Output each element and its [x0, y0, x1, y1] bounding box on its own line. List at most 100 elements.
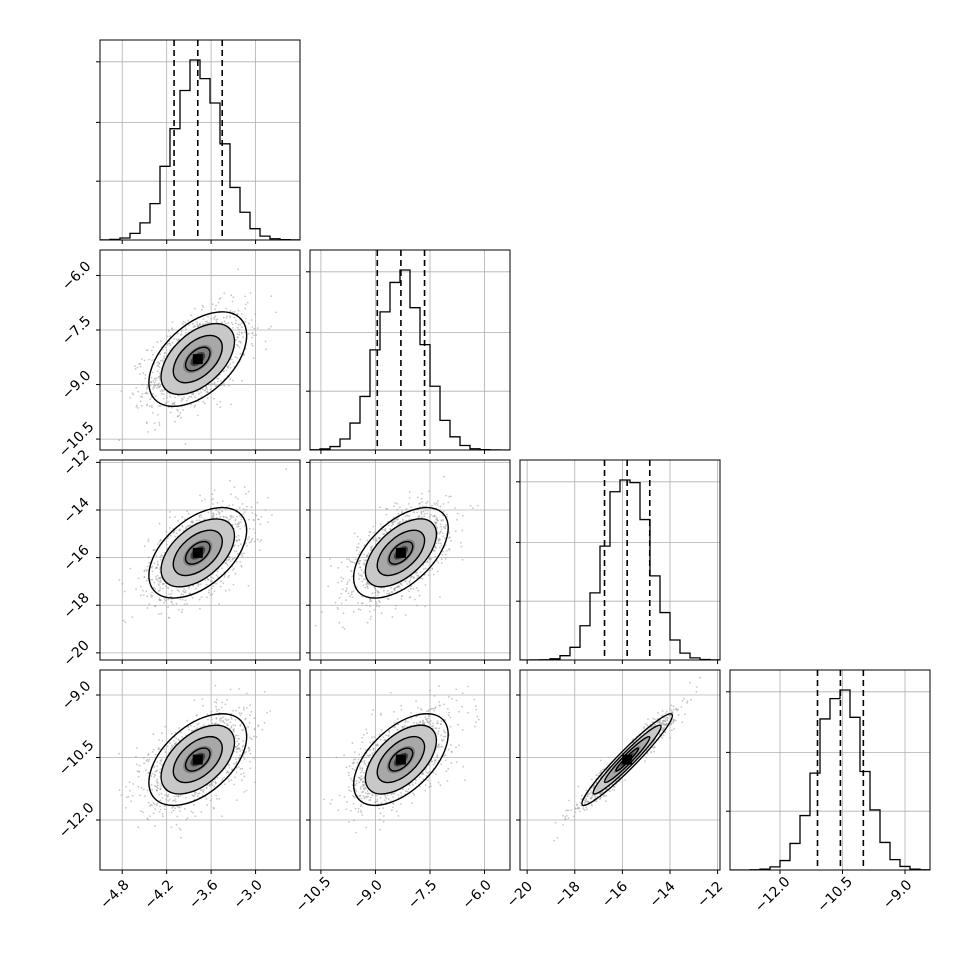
scatter-point — [172, 532, 175, 534]
scatter-point — [181, 608, 184, 611]
scatter-point — [164, 751, 167, 753]
scatter-point — [382, 736, 385, 739]
scatter-point — [240, 543, 242, 545]
scatter-point — [431, 725, 433, 727]
scatter-point — [445, 513, 448, 516]
scatter-point — [191, 596, 194, 599]
scatter-point — [184, 331, 187, 334]
scatter-point — [365, 765, 368, 767]
scatter-point — [359, 766, 361, 768]
scatter-point — [248, 527, 251, 530]
scatter-point — [236, 748, 239, 750]
scatter-point — [475, 721, 477, 724]
scatter-point — [425, 718, 428, 721]
scatter-point — [167, 616, 170, 619]
scatter-point — [379, 796, 382, 799]
contour-line — [364, 518, 438, 588]
scatter-point — [239, 724, 242, 727]
scatter-point — [185, 526, 188, 528]
scatter-point — [338, 621, 341, 624]
scatter-point — [225, 719, 228, 722]
scatter-point — [423, 722, 426, 724]
scatter-point — [391, 809, 393, 812]
scatter-point — [155, 566, 158, 569]
scatter-point — [124, 806, 127, 809]
scatter-point — [405, 790, 407, 793]
scatter-point — [177, 332, 179, 335]
scatter-point — [237, 545, 240, 547]
scatter-point — [428, 721, 431, 723]
scatter-point — [228, 589, 231, 591]
scatter-point — [160, 580, 162, 582]
scatter-point — [438, 727, 441, 730]
scatter-point — [407, 721, 409, 723]
scatter-point — [149, 578, 152, 581]
scatter-point — [362, 733, 365, 736]
scatter-point — [243, 525, 246, 528]
scatter-point — [376, 798, 379, 801]
scatter-point — [444, 557, 447, 560]
scatter-point — [149, 815, 151, 818]
scatter-point — [233, 783, 235, 786]
scatter-point — [152, 388, 155, 390]
scatter-point — [234, 719, 237, 721]
scatter-point — [348, 765, 351, 768]
scatter-point — [203, 402, 206, 405]
scatter-point — [392, 710, 395, 713]
scatter-point — [350, 561, 353, 563]
scatter-point — [361, 767, 364, 769]
scatter-point — [146, 595, 149, 598]
scatter-point — [144, 795, 146, 798]
scatter-point — [240, 779, 243, 781]
scatter-point — [418, 594, 421, 597]
scatter-point — [152, 353, 155, 356]
scatter-point — [366, 539, 369, 542]
scatter-point — [242, 739, 245, 742]
scatter-point — [200, 583, 202, 586]
scatter-point — [142, 811, 144, 814]
scatter-point — [226, 699, 229, 701]
scatter-point — [361, 580, 364, 583]
scatter-point — [241, 767, 244, 770]
scatter-point — [337, 809, 340, 812]
scatter-point — [338, 597, 341, 599]
scatter-point — [217, 510, 220, 513]
scatter-point — [165, 543, 168, 546]
scatter-point — [357, 542, 360, 545]
scatter-point — [210, 710, 213, 713]
scatter-point — [166, 395, 168, 397]
scatter-point — [159, 589, 161, 592]
scatter-point — [371, 713, 373, 716]
scatter-point — [147, 771, 150, 774]
scatter-point — [156, 560, 159, 563]
scatter-point — [171, 341, 174, 344]
scatter-point — [157, 386, 160, 389]
scatter-point — [192, 326, 195, 328]
scatter-point — [150, 381, 152, 383]
scatter-point — [158, 568, 161, 571]
scatter-point — [230, 725, 233, 728]
scatter-point — [340, 602, 343, 605]
scatter-point — [421, 501, 424, 503]
scatter-point — [211, 580, 213, 583]
scatter-point — [191, 322, 194, 325]
scatter-point — [383, 739, 386, 741]
scatter-point — [209, 799, 212, 802]
scatter-point — [144, 374, 147, 376]
scatter-point — [170, 732, 173, 735]
scatter-point — [363, 784, 366, 786]
panel-frame — [519, 459, 721, 661]
scatter-point — [374, 591, 377, 594]
scatter-point — [239, 767, 242, 770]
scatter-point — [234, 356, 237, 358]
scatter-point — [201, 499, 203, 502]
scatter-point — [441, 514, 444, 517]
scatter-point — [151, 750, 154, 753]
scatter-point — [410, 717, 413, 720]
scatter-point — [415, 700, 417, 702]
scatter-point — [424, 584, 427, 586]
scatter-point — [147, 760, 150, 763]
scatter-point — [214, 308, 217, 311]
scatter-point — [426, 561, 429, 564]
scatter-point — [180, 593, 183, 595]
